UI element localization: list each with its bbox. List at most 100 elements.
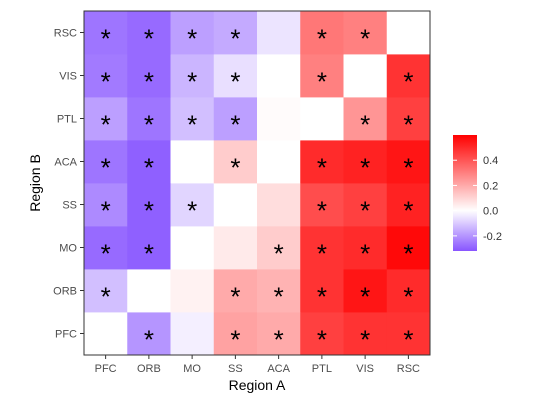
y-tick-label: MO [59, 243, 77, 255]
significance-star: * [101, 24, 111, 54]
heatmap-cell-mo-orb [170, 269, 215, 313]
heatmap-cell-ss-ptl [213, 97, 258, 141]
heatmap-cell-pfc-ptl [84, 97, 128, 141]
significance-star: * [144, 67, 154, 97]
significance-star: * [144, 325, 154, 355]
significance-star: * [101, 153, 111, 183]
y-tick-label: VIS [59, 71, 77, 83]
significance-star: * [317, 153, 327, 183]
legend-label: 0.0 [483, 206, 498, 218]
heatmap-cell-aca-ptl [257, 97, 301, 141]
x-tick-label: SS [228, 363, 243, 375]
significance-star: * [230, 282, 240, 312]
heatmap-cell-ptl-pfc [300, 312, 344, 356]
significance-star: * [230, 325, 240, 355]
heatmap-cell-ss-orb [213, 269, 258, 313]
heatmap-cell-vis-vis [343, 54, 388, 98]
significance-star: * [403, 325, 413, 355]
significance-star: * [403, 110, 413, 140]
heatmap-cell-rsc-pfc [386, 312, 431, 356]
heatmap-cell-orb-ss [127, 183, 171, 227]
heatmap-cell-orb-rsc [127, 11, 171, 55]
significance-star: * [274, 282, 284, 312]
heatmap-cell-rsc-vis [386, 54, 431, 98]
significance-star: * [101, 196, 111, 226]
heatmap-cell-ptl-orb [300, 269, 344, 313]
significance-star: * [317, 196, 327, 226]
heatmap-cell-aca-rsc [257, 11, 301, 55]
heatmap-cell-ptl-mo [300, 226, 344, 270]
significance-star: * [187, 24, 197, 54]
heatmap-cell-ss-mo [213, 226, 258, 270]
heatmap-cell-ptl-rsc [300, 11, 344, 55]
significance-star: * [187, 196, 197, 226]
heatmap-cell-orb-pfc [127, 312, 171, 356]
heatmap-cell-ptl-aca [300, 140, 344, 184]
heatmap-cell-aca-orb [257, 269, 301, 313]
heatmap-cell-aca-pfc [257, 312, 301, 356]
significance-star: * [274, 325, 284, 355]
significance-star: * [230, 24, 240, 54]
significance-star: * [144, 239, 154, 269]
heatmap-cell-mo-ptl [170, 97, 215, 141]
heatmap-cell-ss-ss [213, 183, 258, 227]
heatmap-cell-mo-aca [170, 140, 215, 184]
heatmap-cell-ss-aca [213, 140, 258, 184]
significance-star: * [317, 67, 327, 97]
significance-star: * [101, 282, 111, 312]
heatmap-cells [84, 11, 431, 356]
heatmap-cell-ss-pfc [213, 312, 258, 356]
heatmap-cell-vis-orb [343, 269, 388, 313]
heatmap-cell-ptl-ptl [300, 97, 344, 141]
significance-star: * [101, 110, 111, 140]
heatmap-cell-aca-ss [257, 183, 301, 227]
y-tick-label: ORB [53, 286, 77, 298]
legend-label: -0.2 [483, 231, 502, 243]
heatmap-cell-vis-mo [343, 226, 388, 270]
heatmap-cell-mo-mo [170, 226, 215, 270]
significance-star: * [360, 153, 370, 183]
x-tick-label: RSC [397, 363, 420, 375]
y-tick-label: SS [62, 200, 77, 212]
y-tick-label: PTL [57, 114, 77, 126]
significance-star: * [144, 110, 154, 140]
significance-star: * [403, 282, 413, 312]
heatmap-cell-ptl-ss [300, 183, 344, 227]
heatmap-cell-aca-aca [257, 140, 301, 184]
legend-colorbar [453, 135, 477, 251]
heatmap-cell-pfc-pfc [84, 312, 128, 356]
significance-star: * [317, 239, 327, 269]
heatmap-cell-pfc-aca [84, 140, 128, 184]
heatmap-cell-aca-mo [257, 226, 301, 270]
heatmap-cell-orb-vis [127, 54, 171, 98]
heatmap-cell-ss-rsc [213, 11, 258, 55]
significance-star: * [317, 24, 327, 54]
significance-star: * [317, 325, 327, 355]
significance-star: * [230, 110, 240, 140]
y-tick-label: PFC [55, 329, 77, 341]
x-tick-label: ACA [267, 363, 290, 375]
heatmap-cell-rsc-aca [386, 140, 431, 184]
significance-star: * [144, 24, 154, 54]
significance-star: * [230, 153, 240, 183]
x-tick-label: VIS [356, 363, 374, 375]
significance-star: * [101, 239, 111, 269]
heatmap-cell-rsc-rsc [386, 11, 431, 55]
x-tick-label: ORB [137, 363, 161, 375]
x-tick-label: MO [183, 363, 201, 375]
legend-label: 0.2 [483, 180, 498, 192]
y-tick-label: ACA [54, 157, 77, 169]
x-axis-ticks: PFC ORB MO SS ACA PTL VIS RSC [95, 355, 420, 375]
heatmap-cell-vis-ptl [343, 97, 388, 141]
heatmap-cell-mo-rsc [170, 11, 215, 55]
significance-star: * [360, 196, 370, 226]
heatmap-cell-pfc-mo [84, 226, 128, 270]
significance-markers: * * * * * * * * * * * * * * * * * * * * * * * * * * * * * * * * * * * * * * * *… [101, 24, 414, 355]
significance-star: * [403, 67, 413, 97]
significance-star: * [403, 196, 413, 226]
color-legend: -0.2 0.0 0.2 0.4 [453, 135, 502, 251]
significance-star: * [403, 153, 413, 183]
heatmap-cell-rsc-ss [386, 183, 431, 227]
heatmap-cell-orb-orb [127, 269, 171, 313]
y-axis-ticks: PFC ORB MO SS ACA PTL VIS RSC [53, 28, 84, 341]
